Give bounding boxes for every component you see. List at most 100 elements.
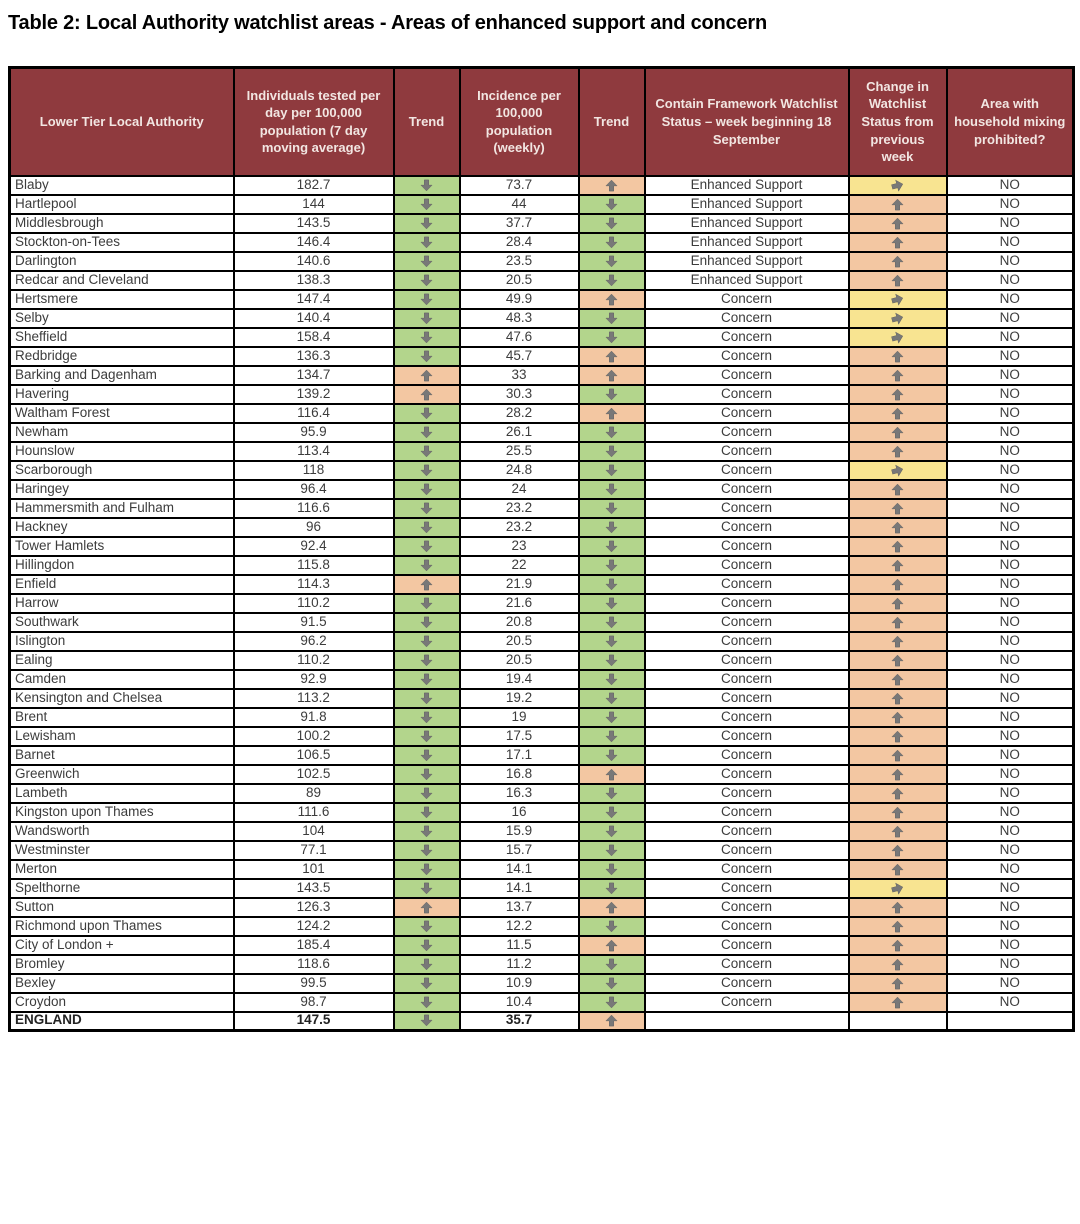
incidence-cell: 11.5	[458, 934, 580, 956]
tested-trend-cell	[392, 459, 461, 481]
trend-down-icon	[605, 977, 618, 990]
authority-cell: Lewisham	[8, 725, 235, 747]
watchlist-status-cell: Concern	[643, 288, 850, 310]
trend-up-icon	[605, 1014, 618, 1027]
trend-down-icon	[420, 958, 433, 971]
incidence-trend-cell	[577, 744, 646, 766]
tested-trend-cell	[392, 231, 461, 253]
tested-trend-cell	[392, 592, 461, 614]
incidence-cell: 20.8	[458, 611, 580, 633]
household-mixing-cell: NO	[945, 440, 1075, 462]
watchlist-status-cell: Enhanced Support	[643, 250, 850, 272]
table-row: Hartlepool 144 44 Enhanced Support NO	[8, 193, 1075, 215]
incidence-trend-cell	[577, 763, 646, 785]
tested-cell: 114.3	[232, 573, 395, 595]
household-mixing-cell: NO	[945, 345, 1075, 367]
watchlist-status-cell: Concern	[643, 858, 850, 880]
document-page: Table 2: Local Authority watchlist areas…	[8, 12, 1075, 1032]
incidence-trend-cell	[577, 820, 646, 842]
incidence-trend-cell	[577, 649, 646, 671]
trend-down-icon	[605, 464, 618, 477]
trend-down-icon	[605, 730, 618, 743]
trend-right-icon	[891, 179, 904, 192]
watchlist-status-cell: Concern	[643, 972, 850, 994]
authority-cell: Scarborough	[8, 459, 235, 481]
watchlist-status-cell: Concern	[643, 934, 850, 956]
trend-up-icon	[605, 369, 618, 382]
status-change-cell	[847, 725, 948, 747]
household-mixing-cell: NO	[945, 687, 1075, 709]
trend-up-icon	[891, 844, 904, 857]
incidence-trend-cell	[577, 573, 646, 595]
watchlist-status-cell: Concern	[643, 421, 850, 443]
tested-trend-cell	[392, 1010, 461, 1032]
trend-up-icon	[891, 768, 904, 781]
incidence-cell: 45.7	[458, 345, 580, 367]
incidence-trend-cell	[577, 877, 646, 899]
authority-cell: Enfield	[8, 573, 235, 595]
trend-down-icon	[420, 1014, 433, 1027]
incidence-cell: 20.5	[458, 630, 580, 652]
table-row: Harrow 110.2 21.6 Concern NO	[8, 592, 1075, 614]
trend-down-icon	[605, 312, 618, 325]
column-header-incidence: Incidence per 100,000 population (weekly…	[458, 66, 580, 177]
watchlist-status-cell: Concern	[643, 326, 850, 348]
authority-cell: Merton	[8, 858, 235, 880]
incidence-trend-cell	[577, 1010, 646, 1032]
status-change-cell	[847, 440, 948, 462]
watchlist-status-cell: Concern	[643, 459, 850, 481]
incidence-cell: 28.2	[458, 402, 580, 424]
trend-down-icon	[420, 540, 433, 553]
household-mixing-cell: NO	[945, 231, 1075, 253]
incidence-cell: 16	[458, 801, 580, 823]
tested-cell: 147.5	[232, 1010, 395, 1032]
tested-cell: 126.3	[232, 896, 395, 918]
incidence-cell: 17.5	[458, 725, 580, 747]
watchlist-status-cell: Concern	[643, 668, 850, 690]
trend-down-icon	[605, 521, 618, 534]
incidence-cell: 21.6	[458, 592, 580, 614]
incidence-trend-cell	[577, 402, 646, 424]
authority-cell: Greenwich	[8, 763, 235, 785]
authority-cell: Stockton-on-Tees	[8, 231, 235, 253]
household-mixing-cell: NO	[945, 763, 1075, 785]
column-header-tested: Individuals tested per day per 100,000 p…	[232, 66, 395, 177]
tested-cell: 96.2	[232, 630, 395, 652]
household-mixing-cell: NO	[945, 364, 1075, 386]
table-row: Redcar and Cleveland 138.3 20.5 Enhanced Su…	[8, 269, 1075, 291]
status-change-cell	[847, 896, 948, 918]
watchlist-status-cell: Concern	[643, 744, 850, 766]
household-mixing-cell: NO	[945, 649, 1075, 671]
trend-up-icon	[891, 578, 904, 591]
incidence-cell: 17.1	[458, 744, 580, 766]
tested-cell: 89	[232, 782, 395, 804]
watchlist-status-cell: Concern	[643, 497, 850, 519]
trend-down-icon	[605, 217, 618, 230]
household-mixing-cell: NO	[945, 611, 1075, 633]
table-row: Tower Hamlets 92.4 23 Concern NO	[8, 535, 1075, 557]
household-mixing-cell: NO	[945, 383, 1075, 405]
status-change-cell	[847, 345, 948, 367]
trend-up-icon	[891, 749, 904, 762]
tested-cell: 113.2	[232, 687, 395, 709]
trend-up-icon	[891, 806, 904, 819]
authority-cell: Tower Hamlets	[8, 535, 235, 557]
tested-cell: 139.2	[232, 383, 395, 405]
tested-trend-cell	[392, 972, 461, 994]
tested-cell: 104	[232, 820, 395, 842]
tested-trend-cell	[392, 573, 461, 595]
table-row: Hounslow 113.4 25.5 Concern NO	[8, 440, 1075, 462]
incidence-trend-cell	[577, 535, 646, 557]
incidence-trend-cell	[577, 364, 646, 386]
household-mixing-cell: NO	[945, 915, 1075, 937]
incidence-cell: 19	[458, 706, 580, 728]
incidence-trend-cell	[577, 592, 646, 614]
authority-cell: Wandsworth	[8, 820, 235, 842]
incidence-cell: 19.4	[458, 668, 580, 690]
incidence-cell: 26.1	[458, 421, 580, 443]
watchlist-status-cell: Concern	[643, 687, 850, 709]
household-mixing-cell	[945, 1010, 1075, 1032]
trend-up-icon	[891, 673, 904, 686]
incidence-trend-cell	[577, 953, 646, 975]
tested-cell: 136.3	[232, 345, 395, 367]
